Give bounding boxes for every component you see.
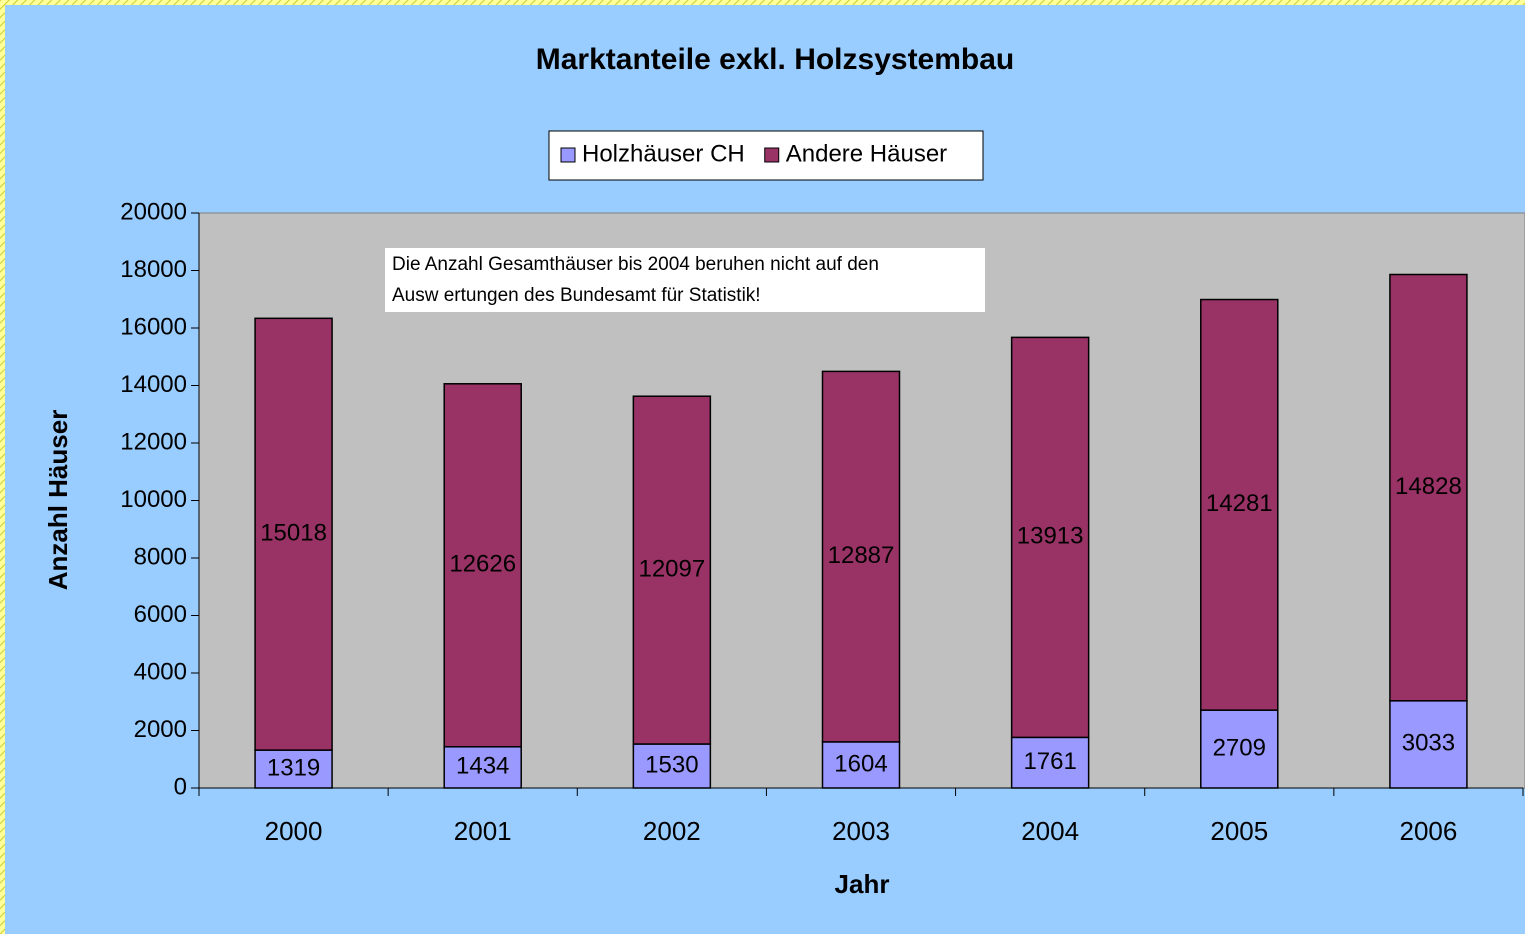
bar-segment (443, 383, 522, 748)
bar-segment (821, 370, 901, 743)
data-label: 3033 (1402, 730, 1455, 757)
annotation: Die Anzahl Gesamthäuser bis 2004 beruhen… (392, 254, 879, 275)
data-label: 15018 (260, 520, 327, 547)
data-label: 1530 (645, 751, 698, 778)
y-tick-label: 4000 (134, 658, 187, 685)
x-axis-title: Jahr (835, 869, 890, 899)
bar-segment (1200, 709, 1279, 789)
data-label: 2709 (1213, 734, 1266, 761)
x-tick-label: 2003 (832, 816, 890, 846)
y-tick-label: 10000 (120, 486, 187, 513)
bar-segment (1010, 336, 1090, 739)
bar-segment (1389, 273, 1468, 702)
legend-swatch (560, 147, 576, 163)
legend-label: Holzhäuser CH (582, 140, 745, 167)
data-label: 14828 (1395, 473, 1462, 500)
x-tick-label: 2000 (265, 816, 323, 846)
x-tick-label: 2001 (454, 816, 512, 846)
y-tick-label: 20000 (120, 198, 187, 225)
x-tick-label: 2004 (1021, 816, 1079, 846)
data-label: 1761 (1023, 748, 1076, 775)
data-label: 1604 (834, 750, 887, 777)
y-tick-label: 2000 (134, 716, 187, 743)
bar-segment (632, 743, 712, 789)
y-tick-label: 12000 (120, 428, 187, 455)
y-tick-label: 6000 (134, 601, 187, 628)
x-tick-label: 2005 (1210, 816, 1268, 846)
bar-segment (632, 395, 712, 745)
chart-title: Marktanteile exkl. Holzsystembau (536, 43, 1015, 76)
bar-segment (1389, 700, 1468, 789)
x-tick-label: 2002 (643, 816, 701, 846)
data-label: 14281 (1206, 490, 1273, 517)
legend-swatch (764, 147, 780, 163)
y-tick-label: 18000 (120, 256, 187, 283)
y-tick-label: 16000 (120, 313, 187, 340)
y-axis-title: Anzahl Häuser (43, 410, 73, 591)
data-label: 12097 (638, 555, 705, 582)
bar-segment (1200, 298, 1279, 711)
legend-label: Andere Häuser (786, 140, 947, 167)
annotation-box (385, 248, 985, 312)
data-label: 1319 (267, 754, 320, 781)
y-tick-label: 14000 (120, 371, 187, 398)
bar-segment (254, 749, 333, 789)
annotation: Ausw ertungen des Bundesamt für Statisti… (392, 285, 761, 306)
y-tick-label: 8000 (134, 543, 187, 570)
data-label: 1434 (456, 753, 509, 780)
bar-segment (443, 746, 522, 789)
data-label: 13913 (1017, 523, 1084, 550)
data-label: 12626 (449, 551, 516, 578)
x-tick-label: 2006 (1400, 816, 1458, 846)
data-label: 12887 (828, 542, 895, 569)
y-tick-label: 0 (174, 773, 187, 800)
bar-segment (254, 317, 333, 751)
